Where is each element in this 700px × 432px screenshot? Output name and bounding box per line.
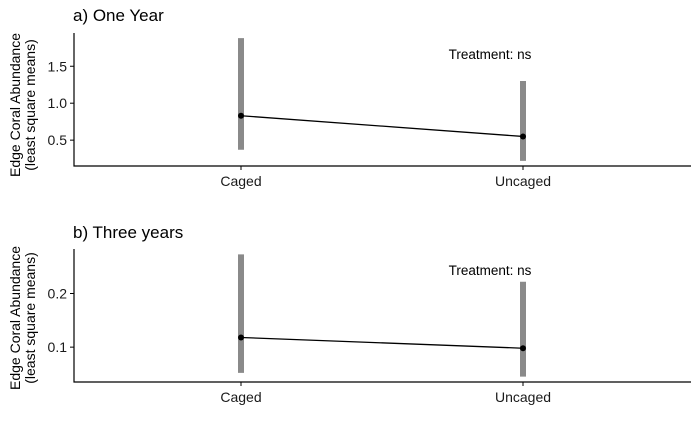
point-caged [238,112,244,119]
panel-title: a) One Year [73,6,164,25]
axes [73,249,691,383]
y-tick-label: 0.5 [48,132,68,148]
panel-one-year: a) One Year Edge Coral Abundance (least … [7,6,691,189]
y-axis-label-line2: (least square means) [22,252,38,384]
panel-three-years: b) Three years Edge Coral Abundance (lea… [7,223,691,405]
treatment-annotation: Treatment: ns [449,47,532,62]
y-tick-label: 1.0 [48,95,68,111]
x-tick-label: Caged [220,173,261,189]
y-axis-label-line1: Edge Coral Abundance [7,33,23,177]
point-uncaged [520,345,526,352]
plot-area: 0.5 1.0 1.5 Caged Uncaged Treatment: ns [48,33,691,189]
treatment-annotation: Treatment: ns [449,263,532,278]
x-tick-label: Caged [220,389,261,405]
axes [73,33,691,167]
y-axis-label-line1: Edge Coral Abundance [7,246,23,390]
point-caged [238,334,244,341]
x-tick-label: Uncaged [495,173,551,189]
series-line [240,115,524,138]
point-uncaged [520,133,526,140]
y-tick-label: 1.5 [48,58,68,74]
y-tick-label: 0.2 [48,286,68,302]
plot-area: 0.1 0.2 Caged Uncaged Treatment: ns [48,249,691,405]
y-tick-label: 0.1 [48,339,68,355]
series-line [240,336,524,349]
panel-title: b) Three years [73,223,183,242]
y-axis-label-line2: (least square means) [22,39,38,171]
y-axis-label: Edge Coral Abundance (least square means… [7,33,38,177]
x-tick-label: Uncaged [495,389,551,405]
y-axis-label: Edge Coral Abundance (least square means… [7,246,38,390]
